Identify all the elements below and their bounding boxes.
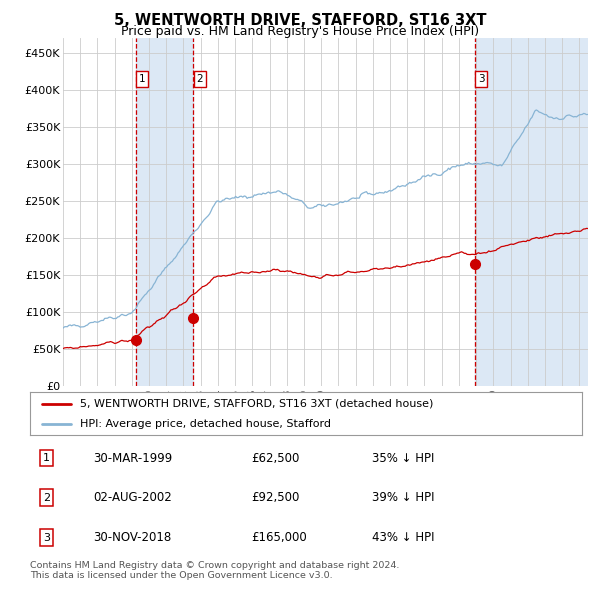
Text: 2: 2 <box>43 493 50 503</box>
Text: 2: 2 <box>197 74 203 84</box>
Text: 35% ↓ HPI: 35% ↓ HPI <box>372 451 434 465</box>
Text: 1: 1 <box>43 453 50 463</box>
Text: 30-NOV-2018: 30-NOV-2018 <box>94 531 172 545</box>
Text: 5, WENTWORTH DRIVE, STAFFORD, ST16 3XT: 5, WENTWORTH DRIVE, STAFFORD, ST16 3XT <box>114 13 486 28</box>
Text: 43% ↓ HPI: 43% ↓ HPI <box>372 531 435 545</box>
Text: £92,500: £92,500 <box>251 491 299 504</box>
Text: 02-AUG-2002: 02-AUG-2002 <box>94 491 172 504</box>
Text: 1: 1 <box>139 74 146 84</box>
Bar <box>136 38 193 386</box>
Text: 3: 3 <box>478 74 484 84</box>
Bar <box>475 38 588 386</box>
Text: Price paid vs. HM Land Registry's House Price Index (HPI): Price paid vs. HM Land Registry's House … <box>121 25 479 38</box>
Text: 30-MAR-1999: 30-MAR-1999 <box>94 451 173 465</box>
Text: 39% ↓ HPI: 39% ↓ HPI <box>372 491 435 504</box>
Text: Contains HM Land Registry data © Crown copyright and database right 2024.
This d: Contains HM Land Registry data © Crown c… <box>30 560 400 580</box>
Text: HPI: Average price, detached house, Stafford: HPI: Average price, detached house, Staf… <box>80 419 331 429</box>
Text: £165,000: £165,000 <box>251 531 307 545</box>
Text: £62,500: £62,500 <box>251 451 299 465</box>
Text: 3: 3 <box>43 533 50 543</box>
Text: 5, WENTWORTH DRIVE, STAFFORD, ST16 3XT (detached house): 5, WENTWORTH DRIVE, STAFFORD, ST16 3XT (… <box>80 399 433 409</box>
